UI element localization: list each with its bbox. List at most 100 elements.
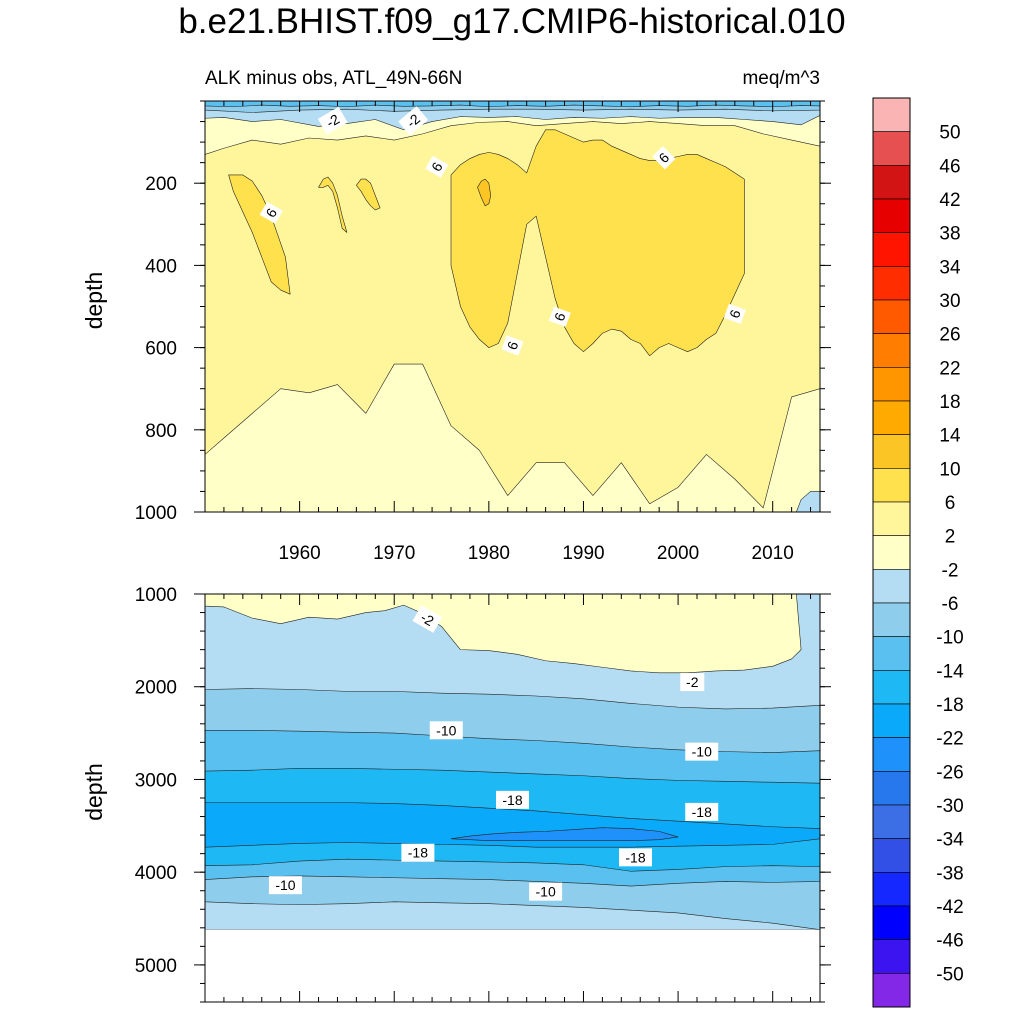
contour-label-text: -18 (625, 849, 645, 865)
colorbar-label: -10 (936, 628, 963, 649)
x-tick-label: 2010 (752, 543, 794, 564)
contour-label: -18 (685, 802, 719, 821)
colorbar-swatch (872, 333, 911, 368)
colorbar-swatch (872, 468, 911, 503)
contour-label-text: -10 (275, 877, 295, 893)
y-tick-label: 1000 (135, 503, 177, 524)
colorbar-swatch (872, 636, 911, 671)
colorbar-swatch (872, 198, 911, 233)
contour-label-bg (619, 848, 652, 867)
y-tick-label: 5000 (135, 956, 177, 977)
colorbar-swatch (872, 97, 911, 132)
contour-label-bg (317, 106, 348, 135)
contour-label-text: -10 (535, 884, 555, 900)
colorbar-swatch (872, 703, 911, 738)
y-tick-label: 1000 (135, 585, 177, 606)
contour-label: -10 (429, 721, 463, 740)
contour-label: 6 (501, 335, 524, 356)
contour-label: -18 (619, 848, 652, 867)
contour-band (205, 594, 802, 674)
contour-label-text: -18 (408, 845, 428, 861)
contour-label-text: -10 (436, 722, 456, 738)
y-tick-label: 400 (145, 256, 177, 277)
colorbar-label: 38 (939, 224, 960, 245)
contour-label-bg (685, 802, 719, 821)
colorbar-label: 22 (939, 358, 960, 379)
colorbar-label: 10 (939, 459, 960, 480)
colorbar-label: 18 (939, 392, 960, 413)
y-tick-label: 800 (145, 421, 177, 442)
contour-label: -18 (496, 790, 529, 809)
colorbar-frame (872, 97, 911, 1008)
colorbar-label: -6 (942, 594, 959, 615)
colorbar-swatch (872, 266, 911, 301)
colorbar-label: -50 (936, 964, 963, 985)
colorbar-label: 42 (939, 190, 960, 211)
y-tick-label: 3000 (135, 770, 177, 791)
y-tick-label: 4000 (135, 863, 177, 884)
contour-label: -2 (680, 673, 705, 692)
upper-contour-panel: ALK minus obs, ATL_49N-66N meq/m^3 1960 1… (81, 68, 831, 564)
contour-label-bg (268, 876, 302, 895)
colorbar-label: 2 (945, 527, 956, 548)
contour-band (796, 491, 820, 512)
contour-label-bg (680, 673, 705, 692)
figure-title: b.e21.BHIST.f09_g17.CMIP6-historical.010 (178, 2, 846, 41)
contour-label-bg (723, 303, 746, 325)
contour-label: -2 (398, 106, 429, 136)
contour-label: 6 (723, 303, 746, 325)
colorbar-swatch (872, 804, 911, 839)
contour-band (450, 827, 679, 841)
colorbar-label: -18 (936, 695, 963, 716)
upper-units-label: meq/m^3 (742, 68, 820, 89)
y-axis-label: depth (81, 272, 107, 330)
contour-label-text: -2 (686, 674, 699, 690)
contour-label: -10 (268, 876, 302, 895)
contour-label-text: -18 (502, 792, 522, 808)
x-tick-label: 1980 (468, 543, 510, 564)
colorbar-label: -22 (936, 729, 963, 750)
contour-label-bg (496, 790, 529, 809)
colorbar-swatch (872, 131, 911, 166)
colorbar-swatch (872, 771, 911, 806)
contour-label-text: -18 (692, 804, 712, 820)
contour-label-bg (652, 146, 676, 170)
contour-label-bg (685, 742, 719, 761)
contour-label: -18 (401, 843, 435, 862)
colorbar-label: 34 (939, 257, 961, 278)
contour-label-bg (425, 155, 449, 178)
colorbar-swatch (872, 670, 911, 705)
colorbar-swatch (872, 434, 911, 469)
colorbar-swatch (872, 501, 911, 536)
contour-label: -2 (317, 106, 348, 135)
colorbar-label: -38 (936, 863, 963, 884)
colorbar-label: 14 (939, 426, 961, 447)
contour-label-bg (429, 721, 463, 740)
colorbar-swatch (872, 367, 911, 402)
colorbar-swatch (872, 535, 911, 570)
colorbar-label: 46 (939, 156, 960, 177)
colorbar-label: -34 (936, 830, 964, 851)
x-tick-label: 1970 (373, 543, 415, 564)
contour-label-bg (398, 106, 429, 136)
y-tick-label: 200 (145, 174, 177, 195)
contour-label-bg (501, 335, 524, 356)
colorbar-label: 26 (939, 325, 960, 346)
x-tick-label: 1990 (562, 543, 604, 564)
y-tick-label: 2000 (135, 678, 177, 699)
colorbar-label: 30 (939, 291, 960, 312)
colorbar-label: -14 (936, 661, 964, 682)
colorbar-swatch (872, 602, 911, 637)
colorbar-label: 50 (939, 123, 960, 144)
contour-label: 6 (259, 201, 283, 224)
contour-band (228, 174, 291, 295)
colorbar-swatch (872, 872, 911, 907)
colorbar-label: 6 (945, 493, 956, 514)
x-tick-label: 1960 (278, 543, 320, 564)
lower-contour-panel: 1000 2000 3000 4000 5000 depth -2 -2 -10 -10 -18 -1… (81, 585, 831, 1003)
colorbar-swatch (872, 737, 911, 772)
colorbar-swatch (872, 400, 911, 435)
colorbar-swatch (872, 299, 911, 334)
colorbar-swatch (872, 569, 911, 604)
contour-band (356, 178, 381, 211)
